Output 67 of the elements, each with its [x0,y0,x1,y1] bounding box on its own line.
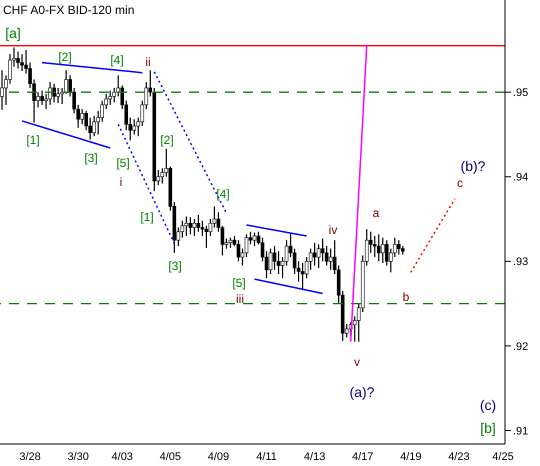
annotation: iv [328,223,338,237]
annotation: (c) [480,397,496,413]
x-tick-label: 4/23 [448,450,470,463]
y-tick-label: .91 [513,425,528,438]
candlestick [192,218,196,237]
x-tick-label: 3/30 [67,450,89,463]
annotation: [5] [232,276,246,290]
x-tick-label: 4/09 [208,450,230,463]
candlestick [56,87,60,104]
annotation: [4] [110,53,124,67]
annotation: i [120,175,122,189]
x-tick-label: 4/11 [256,450,277,463]
annotation: [5] [116,156,130,170]
candlestick [92,115,96,137]
annotation: [1] [140,210,154,224]
candlestick [272,246,276,270]
y-tick-label: .93 [513,256,528,268]
annotation: [a] [5,25,21,41]
x-tick-label: 4/03 [112,450,133,463]
candlestick [376,234,381,262]
candlestick [16,50,20,70]
candlestick [372,235,377,258]
candlestick [20,54,24,72]
annotation: a [372,206,380,220]
annotation: [2] [58,50,72,64]
candlestick [324,246,328,266]
annotation: (a)? [350,384,374,400]
y-tick-label: .94 [513,172,528,184]
annotation: [4] [216,187,230,201]
annotation: b [402,290,410,304]
annotation: [b] [480,420,496,436]
y-tick-label: .92 [513,340,528,353]
annotation: v [354,355,360,369]
x-tick-label: 4/17 [352,450,374,463]
annotation: iii [236,292,244,306]
y-tick-label: .95 [513,87,528,100]
x-tick-label: 4/25 [492,450,514,463]
annotation: (b)? [460,158,486,174]
candlestick [320,238,324,262]
candlestick [64,70,68,94]
candlestick [196,214,200,232]
candlestick [380,237,385,264]
annotation: [3] [84,151,98,165]
candlestick [132,118,136,136]
candlestick [184,216,188,237]
candlestick [328,248,332,270]
annotation: [3] [168,259,182,273]
annotation: [2] [160,133,174,147]
candlestick [40,90,44,106]
candlestick [188,216,192,235]
candlestick [236,240,240,262]
x-tick-label: 4/19 [400,450,422,463]
candlestick [252,232,256,247]
annotation: ii [145,55,151,69]
chart-title: CHF A0-FX BID-120 min [3,3,134,17]
candlestick [80,108,84,125]
x-tick-label: 4/13 [304,450,326,463]
candlestick [300,262,304,291]
annotation: [1] [26,133,40,147]
x-tick-label: 3/28 [19,450,41,463]
x-tick-label: 4/05 [160,450,182,463]
candlestick [108,90,112,106]
candlestick [268,248,272,275]
annotation: c [457,176,463,190]
candlestick [312,242,316,266]
candlestick [396,240,401,256]
candlestick [228,237,232,248]
